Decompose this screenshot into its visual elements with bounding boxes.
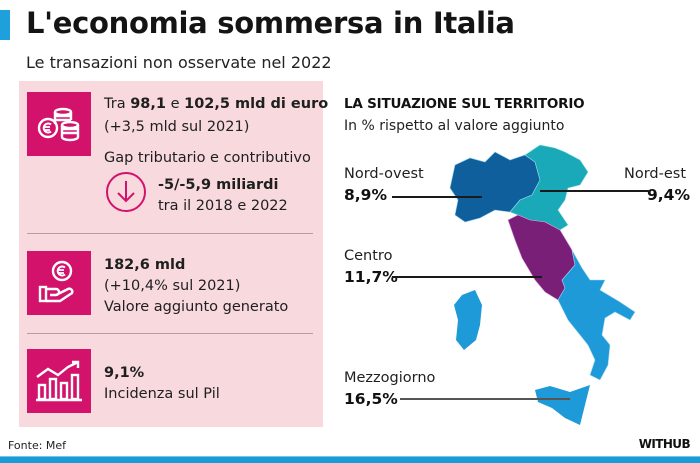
value-mezzogiorno: 16,5% [344,390,398,408]
region-mezzogiorno [557,249,636,381]
italy-map [449,144,636,425]
gdp-share-value: 9,1% [104,365,145,381]
value-added-change: (+10,4% sul 2021) [104,278,241,294]
divider [27,333,313,334]
region-sardegna [454,290,482,350]
bottom-accent-bar [0,456,700,463]
value-added-label: Valore aggiunto generato [104,299,289,315]
label-nord-est: Nord-est [624,166,687,182]
map-heading: LA SITUAZIONE SUL TERRITORIO [344,96,585,112]
hand-euro-coin-icon [27,251,91,315]
region-sicilia [535,385,590,425]
arrow-down-circle-icon [105,171,147,218]
gdp-share-label: Incidenza sul Pil [104,386,220,402]
region-nord-est [509,144,589,231]
page-title: L'economia sommersa in Italia [26,6,515,40]
value-nord-est: 9,4% [647,186,690,204]
leader-line [392,196,482,198]
gap-value: -5/-5,9 miliardi [158,177,279,193]
divider [27,233,313,234]
value-added-amount: 182,6 mld [104,257,186,273]
leader-line [540,190,650,192]
page-subtitle: Le transazioni non osservate nel 2022 [26,53,332,72]
economy-range-text: Tra 98,1 e 102,5 mld di euro [104,96,329,112]
label-mezzogiorno: Mezzogiorno [344,370,436,386]
title-accent-bar [0,10,10,40]
source-note: Fonte: Mef [8,439,67,452]
value-nord-ovest: 8,9% [344,186,387,204]
value-centro: 11,7% [344,268,398,286]
brand-logo: WITHUB [638,437,691,451]
economy-change-text: (+3,5 mld sul 2021) [104,119,250,135]
bar-chart-trend-icon [27,349,91,413]
map-subheading: In % rispetto al valore aggiunto [344,118,565,134]
coins-euro-icon [27,92,91,156]
leader-line [392,276,542,278]
gap-label: Gap tributario e contributivo [104,150,311,166]
label-centro: Centro [344,248,393,264]
gap-period: tra il 2018 e 2022 [158,198,288,214]
label-nord-ovest: Nord-ovest [344,166,424,182]
leader-line [400,398,570,400]
